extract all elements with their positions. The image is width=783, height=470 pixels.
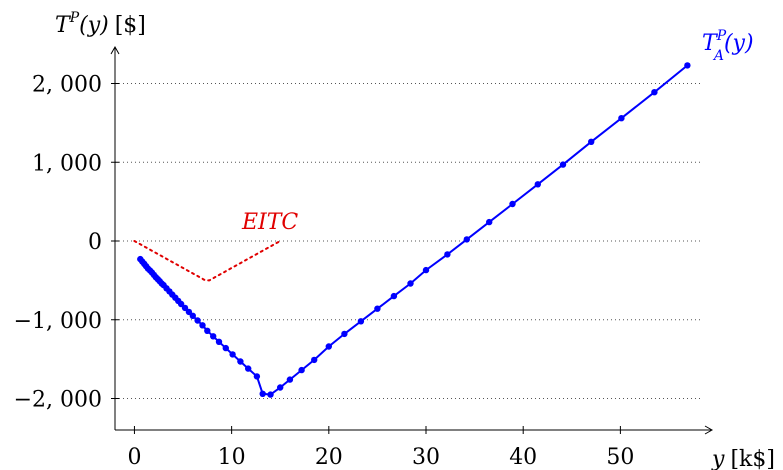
data-point [311,356,318,364]
data-point [259,390,266,397]
data-point [215,338,223,345]
data-point [286,376,294,383]
y-axis-title: TP(y) [$] [55,10,146,38]
data-point [341,330,348,338]
tick-labels: 0 10 20 30 40 50 2, 000 1, 000 0 −1, 000 −2, 000 [14,73,635,470]
y-axis-title-sup: P [69,10,80,26]
series-label-arg: (y) [724,31,754,56]
data-point [229,351,236,358]
series-label-eitc: EITC [241,210,298,235]
series-label-t-a-p: TP A(y) [702,28,754,64]
y-tick-label: 1, 000 [32,151,102,176]
series-line-t-a-p [139,64,689,396]
y-tick-label: 0 [88,230,102,255]
data-point [357,318,365,325]
data-point [407,280,414,287]
data-point [684,62,691,69]
y-tick-label: −2, 000 [14,388,102,413]
x-tick-label: 30 [412,445,440,470]
data-point [486,218,493,226]
series-label-var: T [702,31,719,56]
x-axis-title-unit: [k$] [730,447,775,470]
data-point [444,251,451,258]
data-point [463,236,470,243]
axes [110,45,714,435]
series-label-sub: A [712,48,724,64]
data-point [267,391,274,398]
data-point [204,327,211,334]
data-point [325,343,332,350]
series-line-eitc [133,240,282,282]
y-tick-label: −1, 000 [14,309,102,334]
data-point [177,300,185,308]
data-point [651,89,658,96]
data-point [237,358,244,365]
data-point [245,365,252,372]
data-point [509,200,516,208]
data-point [185,308,193,316]
series-label-sup: P [716,28,727,44]
x-tick-label: 20 [315,445,343,470]
x-tick-label: 40 [509,445,537,470]
data-point [618,115,625,122]
x-axis-arrow [704,425,714,435]
series [133,62,691,398]
data-point [534,181,541,188]
x-axis-title: y [k$] [711,447,775,470]
y-axis-title-unit: [$] [115,13,146,38]
data-point [298,366,305,374]
data-point [390,292,398,300]
data-point [559,161,567,168]
data-point [210,333,217,340]
data-point [422,266,430,274]
x-axis-title-var: y [711,447,725,470]
data-point [199,322,206,329]
data-point [189,312,196,319]
data-point [588,138,595,145]
data-point [253,373,261,380]
x-tick-label: 10 [218,445,246,470]
data-point [277,384,284,391]
y-axis-title-var: T [55,13,72,38]
data-point [194,317,201,324]
data-point [374,305,381,312]
data-point [222,344,229,352]
y-axis-title-arg: (y) [79,13,109,38]
x-tick-label: 50 [606,445,634,470]
x-tick-label: 0 [127,445,141,470]
data-point [181,304,189,312]
y-axis-arrow [110,45,120,55]
y-tick-label: 2, 000 [32,73,102,98]
grid-lines [115,83,703,399]
